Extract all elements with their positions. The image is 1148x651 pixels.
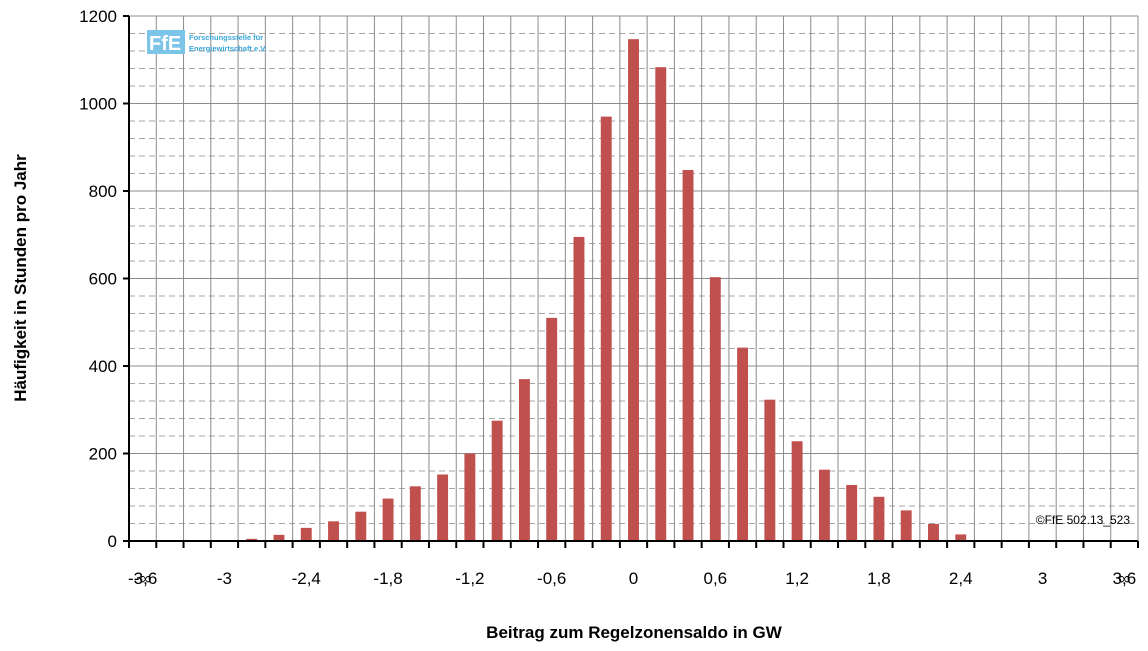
logo-box	[147, 30, 185, 54]
bar	[328, 521, 339, 541]
bar	[246, 538, 258, 541]
bar	[655, 67, 667, 541]
bar	[818, 469, 830, 541]
x-tick-label: -3,6	[128, 569, 157, 588]
x-tick-label: -∞	[134, 569, 152, 588]
x-tick-label: 1,2	[785, 569, 809, 588]
bar	[355, 511, 367, 541]
x-tick-label: 3,6	[1113, 569, 1137, 588]
copyright-note: ©FfE 502.13_523	[1036, 513, 1131, 527]
y-axis-title: Häufigkeit in Stunden pro Jahr	[11, 154, 30, 402]
y-tick-label: 800	[89, 182, 117, 201]
y-tick-label: 200	[89, 445, 117, 464]
y-tick-label: 0	[108, 532, 117, 551]
bar	[518, 379, 530, 541]
bar	[409, 486, 421, 541]
bar	[682, 170, 694, 541]
x-tick-label: 0	[629, 569, 638, 588]
ffe-logo: FfE Forschungsstelle für Energiewirtscha…	[147, 30, 267, 55]
x-tick-label: -1,2	[455, 569, 484, 588]
bar	[600, 116, 612, 541]
x-tick-label: 0,6	[703, 569, 727, 588]
x-tick-label: -0,6	[537, 569, 566, 588]
x-tick-label: 1,8	[867, 569, 891, 588]
x-tick-label: -1,8	[373, 569, 402, 588]
bar	[491, 420, 503, 541]
bar	[791, 441, 803, 541]
y-tick-label: 1200	[79, 7, 117, 26]
bar	[300, 527, 312, 541]
bar	[464, 453, 476, 541]
bar	[437, 474, 449, 541]
y-tick-labels: 0 200 400 600 800 1000 1200	[79, 7, 117, 551]
bar	[900, 510, 912, 541]
bar	[546, 317, 558, 541]
bar	[382, 498, 394, 541]
bar	[955, 534, 967, 541]
y-tick-label: 1000	[79, 95, 117, 114]
axes	[123, 15, 1139, 548]
logo-text: FfE	[149, 33, 181, 55]
bar	[764, 399, 776, 541]
bar	[873, 496, 885, 541]
x-tick-label: -2,4	[292, 569, 321, 588]
y-tick-label: 600	[89, 270, 117, 289]
bar	[737, 347, 749, 541]
logo-line-2: Energiewirtschaft e.V.	[189, 44, 267, 53]
bars	[218, 39, 967, 541]
x-tick-label: 2,4	[949, 569, 973, 588]
x-tick-label: -3	[217, 569, 232, 588]
x-axis-title: Beitrag zum Regelzonensaldo in GW	[486, 623, 783, 642]
bar	[709, 277, 721, 541]
x-tick-label: 3	[1038, 569, 1047, 588]
bar	[273, 534, 285, 541]
bar	[846, 485, 858, 541]
x-tick-label: ∞	[1118, 569, 1130, 588]
x-tick-labels: -∞-3,6 -3 -2,4 -1,8 -1,2 -0,6 0 0,6 1,2 1,8 2,4 3 3,…	[128, 569, 1136, 588]
y-tick-label: 400	[89, 357, 117, 376]
logo-line-1: Forschungsstelle für	[189, 33, 263, 42]
bar	[628, 39, 639, 541]
bar	[928, 523, 939, 541]
bar	[573, 236, 585, 541]
